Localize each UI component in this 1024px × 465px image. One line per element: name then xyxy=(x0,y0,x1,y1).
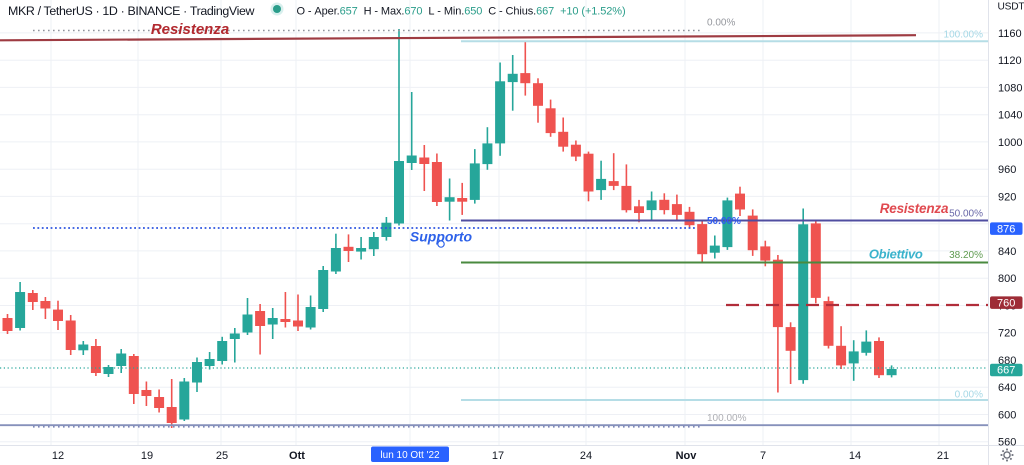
svg-text:1160: 1160 xyxy=(998,28,1022,40)
svg-text:Obiettivo: Obiettivo xyxy=(869,247,923,262)
svg-text:21: 21 xyxy=(937,450,949,462)
svg-text:800: 800 xyxy=(998,273,1016,285)
svg-text:50.00%: 50.00% xyxy=(949,209,983,220)
svg-text:lun 10 Ott '22: lun 10 Ott '22 xyxy=(380,450,440,461)
svg-text:7: 7 xyxy=(760,450,766,462)
svg-text:12: 12 xyxy=(52,450,64,462)
svg-text:720: 720 xyxy=(998,328,1016,340)
svg-text:Resistenza: Resistenza xyxy=(880,201,949,216)
svg-text:MKR / TetherUS · 1D · BINANCE: MKR / TetherUS · 1D · BINANCE · TradingV… xyxy=(8,4,255,18)
svg-text:14: 14 xyxy=(849,450,861,462)
svg-text:0.00%: 0.00% xyxy=(955,390,983,401)
svg-text:560: 560 xyxy=(998,437,1016,449)
svg-text:17: 17 xyxy=(492,450,504,462)
svg-text:960: 960 xyxy=(998,164,1016,176)
svg-text:O - Aper.657 H - Max.670 L -: O - Aper.657 H - Max.670 L - Min.650 C -… xyxy=(297,6,626,18)
svg-text:100.00%: 100.00% xyxy=(707,413,747,424)
svg-text:1040: 1040 xyxy=(998,110,1022,122)
svg-text:1080: 1080 xyxy=(998,82,1022,94)
svg-text:19: 19 xyxy=(141,450,153,462)
svg-text:Supporto: Supporto xyxy=(410,229,473,245)
svg-text:38.20%: 38.20% xyxy=(949,250,983,261)
svg-text:USDT: USDT xyxy=(998,2,1024,13)
svg-text:760: 760 xyxy=(997,297,1015,309)
svg-text:50.00%: 50.00% xyxy=(707,216,741,227)
svg-text:100.00%: 100.00% xyxy=(944,30,984,41)
svg-text:640: 640 xyxy=(998,382,1016,394)
svg-text:1000: 1000 xyxy=(998,137,1022,149)
svg-text:667: 667 xyxy=(997,365,1015,377)
svg-text:876: 876 xyxy=(997,223,1015,235)
svg-text:1120: 1120 xyxy=(998,55,1022,67)
svg-text:Ott: Ott xyxy=(289,450,305,462)
svg-text:Nov: Nov xyxy=(676,450,698,462)
svg-text:920: 920 xyxy=(998,191,1016,203)
svg-text:0.00%: 0.00% xyxy=(707,18,735,29)
svg-text:840: 840 xyxy=(998,246,1016,258)
svg-text:25: 25 xyxy=(216,450,228,462)
svg-text:Resistenza: Resistenza xyxy=(151,21,229,38)
svg-text:24: 24 xyxy=(580,450,592,462)
svg-text:600: 600 xyxy=(998,410,1016,422)
